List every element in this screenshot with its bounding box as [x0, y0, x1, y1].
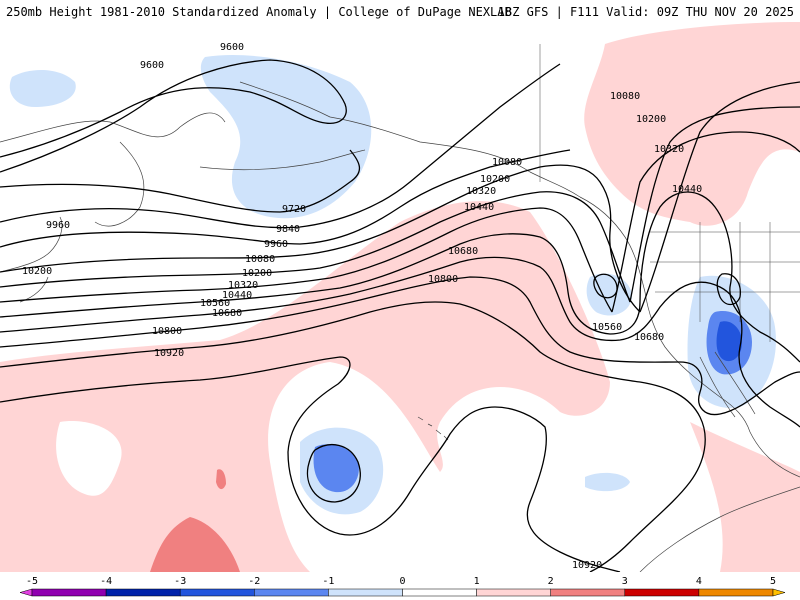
contour-label: 9600 [220, 42, 244, 53]
colorbar-tick: -5 [26, 576, 38, 587]
colorbar-segment [31, 588, 107, 597]
contour-9960 [0, 149, 571, 248]
contour-label: 10080 [492, 157, 522, 168]
central-america-coast [639, 486, 800, 572]
contour-label: 10200 [22, 266, 52, 277]
colorbar-tick: 0 [399, 576, 405, 587]
bc-coast [579, 196, 646, 293]
contour-label: 10920 [154, 348, 184, 359]
hawaii-islands [417, 416, 449, 441]
white-area-west [56, 421, 122, 496]
colorbar-segment [550, 588, 626, 597]
negative-anomaly-shading [9, 54, 776, 515]
colorbar-tick: -4 [100, 576, 112, 587]
contour-label: 10440 [464, 202, 494, 213]
contour-label: 10320 [228, 280, 258, 291]
anomaly-colorbar: -5 -4 -3 -2 -1 0 1 2 3 4 5 [0, 572, 800, 600]
map-title: 250mb Height 1981-2010 Standardized Anom… [6, 5, 512, 19]
contour-label: 9840 [276, 224, 300, 235]
contour-label: 10200 [242, 268, 272, 279]
contour-label: 10200 [480, 174, 510, 185]
siberia-coast [0, 112, 226, 143]
contour-9720 [0, 149, 361, 213]
colorbar-segment [624, 588, 700, 597]
contour-10440 [0, 191, 800, 363]
run-valid-time: 18Z GFS | F111 Valid: 09Z THU NOV 20 202… [497, 5, 794, 19]
colorbar-tick: 4 [696, 576, 702, 587]
height-contours [0, 59, 800, 572]
southwest-low-inner [716, 321, 742, 362]
contour-label: 10560 [592, 322, 622, 333]
anomaly-map: 9600 9600 9720 9840 9960 9960 10080 1008… [0, 22, 800, 572]
contour-offshore-low [593, 273, 618, 299]
header: 250mb Height 1981-2010 Standardized Anom… [0, 0, 800, 22]
contour-label: 10440 [222, 290, 252, 301]
colorbar-segment [328, 588, 403, 597]
contour-label: 9600 [140, 60, 164, 71]
colorbar-segment [476, 588, 551, 597]
contour-label: 10560 [200, 298, 230, 309]
contour-10800 [0, 301, 706, 572]
contour-label: 10680 [448, 246, 478, 257]
contour-southwest-low [716, 273, 741, 306]
colorbar-ticks: -5 -4 -3 -2 -1 0 1 2 3 4 5 [26, 576, 776, 587]
west-pacific-strong-anomaly [150, 517, 240, 572]
subtropical-small-anomaly [585, 472, 630, 492]
baja-coast [699, 351, 756, 418]
contour-label: 10320 [654, 144, 684, 155]
colorbar-tick: -1 [322, 576, 334, 587]
contour-10560 [0, 256, 800, 428]
colorbar-tick: 3 [622, 576, 628, 587]
contour-label: 9960 [46, 220, 70, 231]
contour-10200 [0, 106, 800, 303]
aleutian-chain [199, 149, 366, 171]
contour-label: 10200 [636, 114, 666, 125]
colorbar-segment [254, 588, 329, 597]
contour-label: 9960 [264, 239, 288, 250]
contour-label: 10080 [610, 91, 640, 102]
colorbar-arrow-high [772, 588, 786, 597]
contour-10920 [0, 356, 621, 572]
colorbar-tick: 1 [474, 576, 480, 587]
colorbar-segment [698, 588, 774, 597]
aleutian-small-anomaly [9, 70, 76, 107]
hawaii-low-core [313, 444, 359, 493]
contour-label: 9720 [282, 204, 306, 215]
contour-9840 [0, 63, 561, 229]
contour-label: 10320 [466, 186, 496, 197]
colorbar-segments [19, 588, 786, 597]
colorbar-tick: 2 [548, 576, 554, 587]
colorbar-segment [105, 588, 181, 597]
contour-label: 10080 [245, 254, 275, 265]
contour-10680 [0, 276, 800, 416]
island-anomaly [216, 469, 226, 490]
colorbar-tick: -2 [248, 576, 260, 587]
contour-label: 10800 [428, 274, 458, 285]
colorbar-segment [402, 588, 477, 597]
mexico-coast [749, 431, 800, 478]
us-west-coast [644, 291, 751, 433]
contour-label: 10680 [634, 332, 664, 343]
colorbar-segment [179, 588, 255, 597]
contour-9600 [0, 59, 347, 173]
colorbar-tick: -3 [174, 576, 186, 587]
contour-hawaii-low-outer [306, 444, 361, 503]
alaska-trough-anomaly [200, 54, 372, 219]
contour-label: 10920 [572, 560, 602, 571]
neutral-areas [56, 421, 122, 496]
east-pacific-anomaly [690, 422, 800, 572]
contour-label: 10440 [672, 184, 702, 195]
contour-label: 10680 [212, 308, 242, 319]
contour-labels: 9600 9600 9720 9840 9960 9960 10080 1008… [22, 42, 702, 571]
alaska-coast [239, 81, 581, 198]
kamchatka-coast [94, 141, 145, 227]
contour-label: 10800 [152, 326, 182, 337]
colorbar-tick: 5 [770, 576, 776, 587]
contour-10320 [0, 131, 800, 313]
central-pacific-ridge-anomaly [0, 201, 610, 572]
